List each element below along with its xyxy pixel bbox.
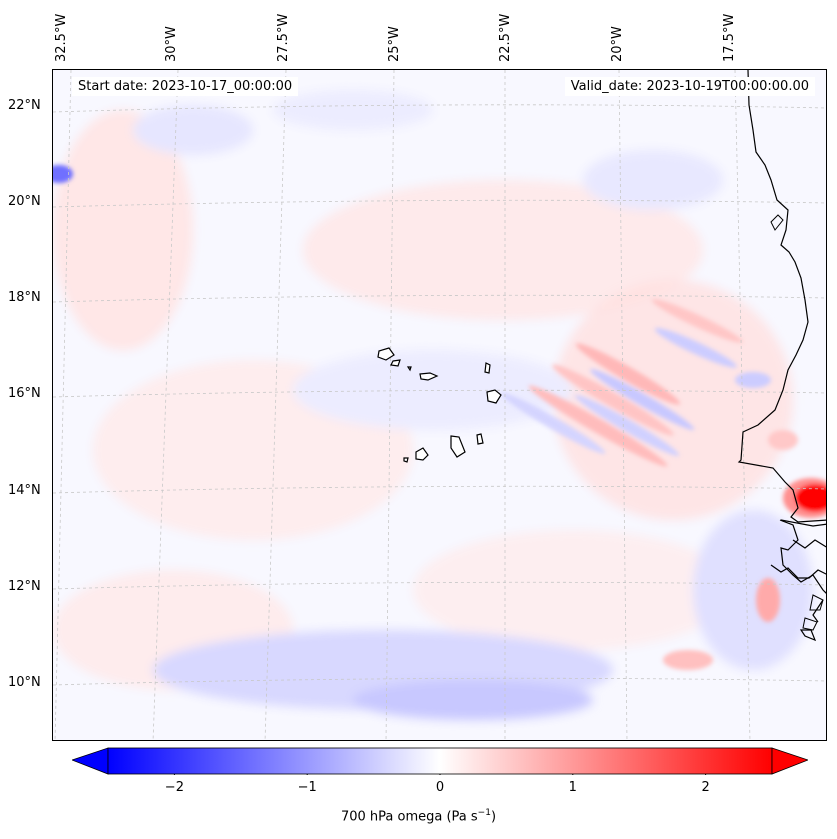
- island-maio: [476, 433, 484, 445]
- colorbar-tick-label: 1: [568, 780, 577, 795]
- colorbar-label-close: ): [490, 809, 497, 825]
- africa-coastline: [737, 70, 826, 642]
- map-panel[interactable]: [52, 69, 827, 741]
- colorbar-label-text: 700 hPa omega (Pa s: [340, 809, 478, 825]
- colorbar-label: 700 hPa omega (Pa s−1): [0, 808, 837, 824]
- cape-verde-islands: [377, 347, 502, 463]
- gambia-river: [780, 519, 826, 527]
- island-sao-nicolau: [419, 372, 439, 381]
- lon-label: 17.5°W: [722, 13, 737, 62]
- island-brava: [403, 457, 409, 463]
- lon-label: 30°W: [164, 26, 179, 62]
- colorbar-high-extend: [771, 747, 808, 775]
- island-sao-vicente: [390, 359, 401, 367]
- omega-contours: [53, 90, 813, 720]
- omega-bands: [501, 299, 798, 670]
- omega-field-map: [53, 70, 826, 740]
- valid-date-banner: Valid_date: 2023-10-19T00:00:00.00: [564, 77, 815, 96]
- colorbar-tick-label: 2: [701, 780, 710, 795]
- colorbar-tickmarks: [173, 774, 707, 775]
- lon-label: 25°W: [387, 26, 402, 62]
- graticule: [53, 70, 826, 740]
- lon-label: 22.5°W: [498, 13, 513, 62]
- colorbar-tick-label: 0: [435, 780, 445, 795]
- island-sal: [484, 362, 491, 374]
- lon-label: 20°W: [610, 26, 625, 62]
- lat-label: 10°N: [8, 675, 41, 690]
- lat-label: 12°N: [8, 579, 41, 594]
- lon-label: 27.5°W: [276, 13, 291, 62]
- colorbar-tick-label: −1: [297, 780, 317, 795]
- start-date-banner: Start date: 2023-10-17_00:00:00: [72, 77, 299, 96]
- island-fogo: [415, 447, 429, 461]
- colorbar-low-extend: [72, 747, 109, 775]
- island-boa-vista: [486, 389, 502, 404]
- lat-label: 14°N: [8, 483, 41, 498]
- lon-label: 32.5°W: [54, 13, 69, 62]
- lat-label: 20°N: [8, 194, 41, 209]
- colorbar: [72, 747, 808, 775]
- island-santiago: [450, 435, 466, 458]
- strong-ascent-cell: [795, 484, 826, 512]
- island-santo-antao: [377, 347, 395, 361]
- colorbar-tick-label: −2: [164, 780, 184, 795]
- lat-label: 18°N: [8, 290, 41, 305]
- lat-label: 16°N: [8, 386, 41, 401]
- subsidence-patch: [53, 165, 73, 183]
- lat-label: 22°N: [8, 98, 41, 113]
- colorbar-gradient: [107, 747, 773, 775]
- colorbar-label-exponent: −1: [477, 808, 491, 818]
